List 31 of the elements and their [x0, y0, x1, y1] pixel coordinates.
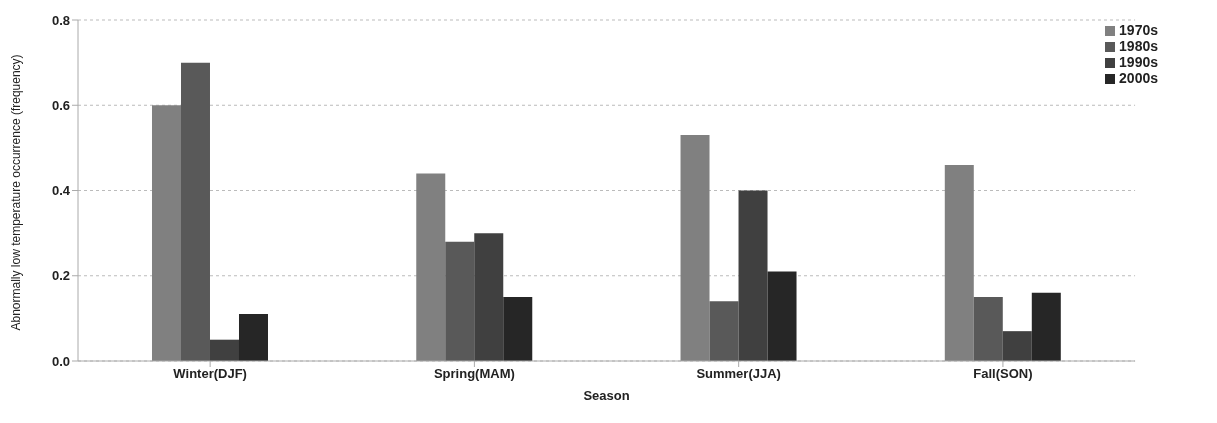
bar [944, 164, 974, 361]
x-tick-label: Spring(MAM) [433, 366, 515, 382]
bar [767, 271, 797, 361]
bar [680, 135, 710, 361]
bar [238, 314, 268, 361]
bar [738, 190, 768, 361]
bar [503, 297, 533, 361]
y-tick-label: 0.2 [51, 268, 70, 284]
y-tick-label: 0.6 [51, 97, 70, 113]
legend-label: 1970s [1119, 22, 1158, 38]
legend-label: 2000s [1119, 70, 1158, 86]
bar [209, 339, 239, 361]
bar [973, 297, 1003, 361]
x-tick-label: Fall(SON) [973, 366, 1033, 382]
bar [180, 62, 210, 361]
legend-label: 1990s [1119, 54, 1158, 70]
bar [445, 241, 475, 361]
y-axis-title: Abnormally low temperature occurrence (frequency) [9, 54, 24, 331]
bar [1002, 331, 1032, 361]
bar [1031, 292, 1061, 361]
bar [709, 301, 739, 361]
bar [151, 105, 181, 361]
x-tick-label: Winter(DJF) [173, 366, 247, 382]
legend-label: 1980s [1119, 38, 1158, 54]
y-tick-label: 0.8 [51, 12, 70, 28]
x-axis-title: Season [583, 388, 630, 404]
bar [474, 233, 504, 361]
bar [416, 173, 446, 361]
y-tick-label: 0.4 [51, 183, 71, 199]
x-tick-label: Summer(JJA) [696, 366, 781, 382]
y-tick-label: 0.0 [51, 353, 70, 369]
